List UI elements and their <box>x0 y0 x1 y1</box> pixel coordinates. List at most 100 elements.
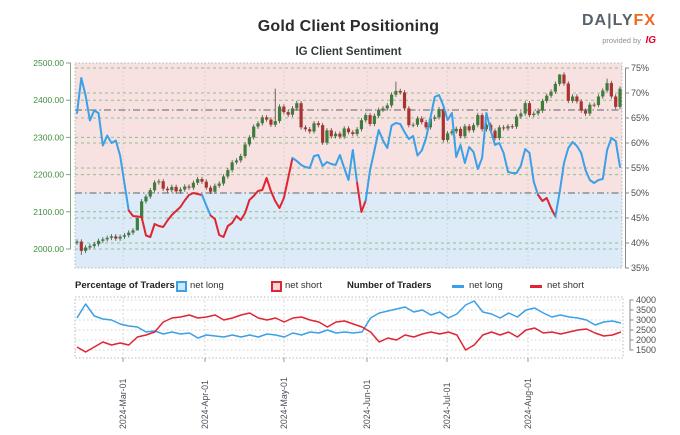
candle-body <box>174 186 178 192</box>
candle-body <box>514 116 519 127</box>
candle-body <box>226 170 230 177</box>
count-axis-line <box>629 299 634 351</box>
candle-body <box>381 108 385 110</box>
dailyfx-logo-daily: DA|LY <box>581 12 634 29</box>
candle-body <box>196 179 200 183</box>
axis-tick-label: 3000 <box>636 315 656 325</box>
candle-body <box>519 113 523 117</box>
candle-body <box>247 137 251 145</box>
candle-body <box>377 109 381 116</box>
price-axis-line <box>66 62 71 250</box>
candle-body <box>140 201 144 219</box>
candle-body <box>346 128 351 133</box>
candle-body <box>239 156 243 161</box>
axis-tick-label: 2024-Apr-01 <box>200 380 210 429</box>
legend-pct-label: Percentage of Traders <box>75 280 175 291</box>
net-long-pct-line <box>291 149 359 184</box>
candle-body <box>243 144 247 156</box>
candle-body <box>230 162 234 171</box>
candle-body <box>458 128 463 137</box>
axis-tick-label: 3500 <box>636 305 656 315</box>
candle-body <box>441 109 445 141</box>
candle-body <box>476 115 480 126</box>
candle-body <box>415 118 420 125</box>
axis-tick-label: 2300.00 <box>33 132 64 142</box>
candle-body <box>566 83 570 101</box>
candle-body <box>299 103 303 128</box>
candle-body <box>204 181 208 188</box>
candle-body <box>536 110 540 114</box>
candle-body <box>562 74 566 84</box>
candle-body <box>333 133 338 137</box>
candle-body <box>398 90 402 93</box>
candle-body <box>338 133 342 137</box>
net-long-pct-line <box>76 77 130 212</box>
legend-pct-net-short: net short <box>285 280 322 291</box>
candle-body <box>355 129 359 135</box>
axis-tick-label: 60% <box>631 138 649 148</box>
axis-tick-label: 70% <box>631 88 649 98</box>
candle-body <box>260 117 264 124</box>
candle-body <box>127 232 131 236</box>
candle-body <box>286 112 290 115</box>
candle-body <box>506 126 510 129</box>
axis-tick-label: 55% <box>631 163 649 173</box>
candle-body <box>411 124 415 126</box>
candle-body <box>321 125 325 143</box>
axis-tick-label: 4000 <box>636 295 656 305</box>
axis-tick-label: 2024-May-01 <box>279 377 289 429</box>
candle-body <box>88 246 92 248</box>
legend-num-label: Number of Traders <box>347 280 432 291</box>
candle-body <box>446 133 450 141</box>
candle-body <box>316 123 320 126</box>
candle-body <box>118 236 122 239</box>
candle-body <box>540 100 545 111</box>
candle-body <box>583 110 588 114</box>
candle-body <box>79 241 83 251</box>
axis-tick-label: 2024-Jun-01 <box>362 379 372 429</box>
candle-body <box>252 126 256 138</box>
candle-body <box>553 83 557 92</box>
candle-body <box>614 96 618 107</box>
candle-body <box>558 74 562 84</box>
candle-body <box>144 196 148 202</box>
candle-body <box>596 96 601 106</box>
candle-body <box>609 83 613 97</box>
candle-body <box>109 236 114 238</box>
candle-body <box>480 115 484 130</box>
candle-body <box>549 91 553 96</box>
dailyfx-logo: DA|LYFX provided by IG <box>582 12 656 47</box>
lower-plot-frame <box>74 296 624 359</box>
candle-body <box>527 103 532 116</box>
candle-body <box>221 176 226 184</box>
candle-body <box>420 118 424 123</box>
net-long-pct-line <box>554 137 621 218</box>
candle-body <box>157 181 161 183</box>
candle-body <box>605 83 609 91</box>
axis-tick-label: 2000 <box>636 335 656 345</box>
candle-body <box>312 123 316 132</box>
candle-body <box>502 127 506 129</box>
candle-body <box>471 125 476 131</box>
candle-body <box>183 186 187 190</box>
net-short-pct-line <box>127 192 203 238</box>
chart-legend: Percentage of Traders net long net short… <box>0 278 680 294</box>
candle-body <box>484 124 489 130</box>
candle-body <box>579 101 583 111</box>
candle-body <box>402 92 407 109</box>
candle-body <box>295 103 299 109</box>
candle-body <box>84 247 88 251</box>
net-short-line-icon <box>530 285 542 288</box>
net-short-pct-line <box>537 194 557 218</box>
candle-body <box>191 182 195 188</box>
axis-tick-label: 2024-Jul-01 <box>442 382 452 429</box>
main-plot-frame <box>74 62 623 269</box>
legend-num-net-short: net short <box>547 280 584 291</box>
candle-body <box>424 122 428 128</box>
candle-body <box>618 88 622 107</box>
net-short-pct-line <box>209 157 294 238</box>
candle-body <box>545 95 549 101</box>
candle-body <box>269 119 273 125</box>
